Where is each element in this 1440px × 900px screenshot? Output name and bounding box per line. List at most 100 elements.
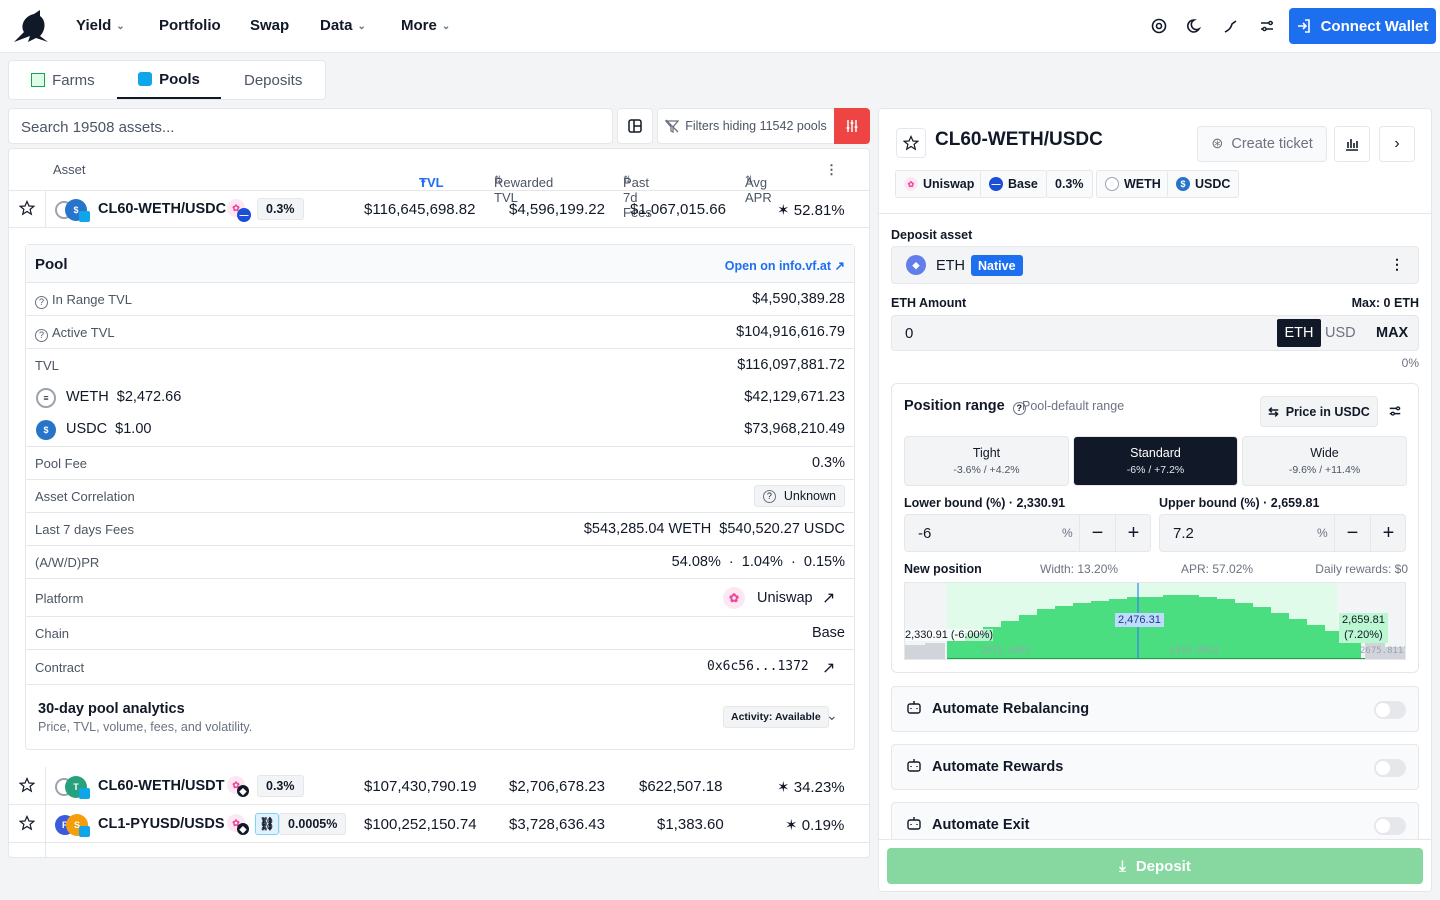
in-range-tvl-row: ? In Range TVL $4,590,389.28 [26, 283, 854, 316]
table-row[interactable]: T CL60-WETH/USDT ✿ ◆ 0.3% $107,430,790.1… [9, 767, 869, 805]
chip-token-usdc: $ USDC [1167, 170, 1240, 198]
automate-rebalancing-row[interactable]: Automate Rebalancing [891, 686, 1419, 732]
rebalancing-toggle[interactable] [1374, 701, 1406, 719]
favorite-button[interactable] [896, 128, 926, 158]
more-vertical-icon[interactable]: ⋮ [1390, 256, 1404, 272]
raven-logo-icon[interactable] [10, 8, 52, 47]
tick-label: 2519.9921 [1170, 646, 1219, 656]
rewards-toggle[interactable] [1374, 759, 1406, 777]
nav-yield[interactable]: Yield ⌄ [76, 17, 125, 34]
activity-badge: Activity: Available [723, 706, 829, 728]
increment-button[interactable]: + [1115, 515, 1151, 551]
exit-toggle[interactable] [1374, 817, 1406, 835]
increment-button[interactable]: + [1370, 515, 1406, 551]
columns-icon [628, 119, 642, 133]
position-range-card [891, 383, 1419, 673]
upper-bound-input[interactable]: 7.2 % − + [1159, 514, 1406, 552]
liquidity-bar [1181, 595, 1199, 659]
eth-chain-icon: ◆ [237, 823, 249, 835]
contract-address[interactable]: 0x6c56...1372 [707, 659, 809, 674]
star-icon[interactable] [18, 200, 36, 220]
lower-price-label: 2,330.91 (-6.00%) [905, 629, 994, 641]
liquidity-bar-out-of-range [1385, 647, 1405, 659]
token-pair-icon: T [55, 774, 97, 800]
columns-button[interactable] [617, 108, 653, 144]
table-row[interactable]: P S CL1-PYUSD/USDS ✿ ◆ ⛓ 0.0005% $100,25… [9, 805, 869, 843]
deposit-asset-select[interactable]: ◆ ETH Native ⋮ [891, 246, 1419, 284]
table-row-partial[interactable] [9, 843, 869, 857]
chevron-right-icon[interactable]: › [1379, 126, 1415, 162]
settings-sliders-icon[interactable] [1257, 16, 1277, 36]
support-icon[interactable] [1149, 16, 1169, 36]
table-header: Asset ⌄ TVL ⇅ Rewarded TVL ⇅ Past 7d Fees ⇅… [9, 149, 869, 220]
create-ticket-button[interactable]: ⊛ Create ticket [1197, 126, 1327, 162]
liquidity-bar [1001, 621, 1019, 659]
lower-bound-input[interactable]: -6 % − + [904, 514, 1151, 552]
help-icon: ? [1012, 401, 1026, 415]
usdc-icon: $ [1176, 177, 1190, 191]
liquidity-bar [1163, 595, 1181, 659]
sparkle-icon: ✶ [785, 817, 798, 834]
tab-deposits[interactable]: Deposits [243, 71, 303, 89]
tick-label: 2675.8117 [1360, 646, 1406, 656]
star-icon [903, 135, 919, 151]
nav-swap[interactable]: Swap [250, 17, 290, 34]
tvl-row: TVL $116,097,881.72 ≡ WETH $2,472.66 $42… [26, 349, 854, 447]
help-icon: ? [762, 489, 776, 503]
settings-sliders-icon[interactable] [1388, 404, 1402, 421]
decrement-button[interactable]: − [1079, 515, 1115, 551]
moon-icon[interactable] [1185, 16, 1205, 36]
amount-input[interactable]: 0 ETH USD MAX [891, 315, 1419, 351]
decrement-button[interactable]: − [1334, 515, 1370, 551]
liquidity-bar [1073, 603, 1091, 659]
max-button[interactable]: MAX [1376, 325, 1409, 341]
unit-usd[interactable]: USD [1325, 325, 1356, 341]
fee-badge: 0.3% [257, 198, 304, 220]
liquidity-chart[interactable]: 2,476.31 2,330.91 (-6.00%) 2,659.81 (7.20… [904, 582, 1406, 660]
bar-chart-icon [1346, 139, 1358, 151]
analytics-section[interactable]: 30-day pool analytics Price, TVL, volume… [38, 701, 838, 734]
preset-standard[interactable]: Standard -6% / +7.2% [1073, 436, 1238, 486]
table-row[interactable]: $ CL60-WETH/USDC ✿ — 0.3% $116,645,698.8… [9, 190, 869, 228]
tab-pools[interactable]: Pools [116, 61, 222, 99]
liquidity-bar [1019, 615, 1037, 659]
filter-off-icon [665, 119, 680, 133]
external-link-icon[interactable]: ↗ [822, 590, 836, 607]
chain-row: Chain Base [26, 617, 854, 650]
open-info-link[interactable]: Open on info.vf.at ↗ [724, 259, 845, 273]
liquidity-bar [1037, 609, 1055, 659]
panel-title: CL60-WETH/USDC [935, 129, 1103, 150]
analytics-button[interactable] [1334, 126, 1370, 162]
chart-line-icon[interactable] [1221, 16, 1241, 36]
contract-row: Contract 0x6c56...1372 ↗ [26, 650, 854, 685]
pool-tabs: Farms Pools Deposits [8, 60, 326, 100]
nav-data[interactable]: Data ⌄ [320, 17, 366, 34]
filter-settings-button[interactable] [834, 108, 870, 144]
preset-wide[interactable]: Wide -9.6% / +11.4% [1242, 436, 1407, 486]
nav-more[interactable]: More ⌄ [401, 17, 451, 34]
weth-icon [1105, 177, 1119, 191]
fee-badge: 0.0005% [279, 813, 347, 835]
more-vertical-icon[interactable]: ⋮ [825, 162, 838, 177]
price-in-usdc-button[interactable]: ⇆ Price in USDC [1260, 396, 1378, 427]
unit-eth[interactable]: ETH [1277, 319, 1321, 347]
connect-wallet-button[interactable]: Connect Wallet [1289, 8, 1436, 44]
col-asset[interactable]: Asset [53, 162, 86, 177]
tab-farms[interactable]: Farms [9, 61, 117, 99]
help-icon: ? [35, 328, 48, 342]
preset-tight[interactable]: Tight -3.6% / +4.2% [904, 436, 1069, 486]
filters-button[interactable]: Filters hiding 11542 pools [657, 108, 835, 144]
external-link-icon[interactable]: ↗ [822, 660, 836, 677]
login-icon [1297, 19, 1310, 33]
search-input[interactable]: Search 19508 assets... [8, 108, 613, 144]
liquidity-bar-out-of-range [905, 645, 925, 659]
usdc-icon: $ [36, 420, 56, 440]
drop-icon [138, 72, 153, 86]
nav-portfolio[interactable]: Portfolio [159, 17, 221, 34]
deposit-button[interactable]: ⤓ Deposit [887, 848, 1423, 884]
liquidity-bar [1325, 631, 1343, 659]
chevron-down-icon[interactable]: ⌄ [826, 707, 838, 723]
automate-rewards-row[interactable]: Automate Rewards [891, 744, 1419, 790]
star-icon[interactable] [18, 777, 36, 797]
star-icon[interactable] [18, 815, 36, 835]
